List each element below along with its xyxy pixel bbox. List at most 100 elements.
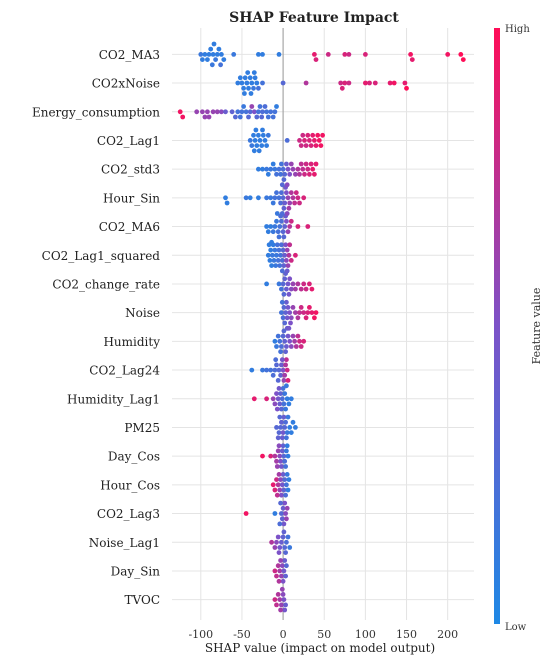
- shap-point: [295, 166, 301, 172]
- shap-point: [280, 443, 286, 449]
- shap-point: [277, 401, 283, 407]
- shap-point: [284, 563, 289, 569]
- shap-point: [281, 597, 287, 602]
- shap-point: [284, 435, 289, 441]
- shap-point: [260, 453, 265, 459]
- feature-label: Hour_Sin: [103, 191, 160, 205]
- shap-point: [272, 453, 278, 459]
- shap-point: [231, 52, 237, 57]
- shap-point: [256, 148, 262, 154]
- shap-point: [245, 70, 251, 75]
- x-axis-label: SHAP value (impact on model output): [205, 641, 435, 655]
- feature-label: CO2_Lag24: [89, 364, 160, 378]
- shap-point: [260, 367, 265, 373]
- shap-point: [279, 563, 285, 569]
- shap-point: [278, 391, 283, 396]
- shap-point: [272, 511, 278, 516]
- shap-point: [264, 195, 269, 201]
- shap-point: [270, 161, 276, 167]
- shap-point: [278, 252, 283, 258]
- shap-point: [281, 305, 287, 310]
- shap-point: [281, 521, 287, 527]
- shap-point: [270, 200, 276, 206]
- shap-point: [310, 132, 316, 138]
- shap-point: [274, 539, 279, 545]
- feature-label: Day_Sin: [111, 564, 161, 578]
- shap-point: [285, 453, 291, 459]
- shap-point: [270, 372, 276, 378]
- feature-label: PM25: [124, 421, 160, 435]
- shap-point: [283, 602, 288, 608]
- shap-point: [282, 320, 288, 326]
- shap-point: [246, 114, 251, 120]
- shap-point: [284, 539, 289, 545]
- shap-point: [260, 166, 265, 172]
- shap-point: [277, 545, 283, 550]
- shap-point: [303, 286, 309, 292]
- shap-point: [274, 344, 279, 349]
- shap-point: [288, 161, 294, 167]
- shap-point: [305, 132, 311, 138]
- shap-point: [283, 242, 288, 248]
- shap-point: [249, 367, 255, 373]
- feature-label: Noise_Lag1: [89, 536, 160, 550]
- shap-point: [270, 396, 276, 402]
- shap-point: [274, 602, 279, 608]
- shap-point: [264, 166, 269, 172]
- shap-point: [303, 143, 309, 149]
- shap-point: [460, 57, 466, 62]
- feature-label: TVOC: [125, 593, 160, 607]
- shap-point: [251, 70, 257, 75]
- shap-point: [313, 57, 319, 62]
- shap-point: [279, 357, 285, 363]
- shap-point: [288, 286, 294, 292]
- shap-point: [279, 464, 284, 469]
- shap-point: [260, 109, 265, 115]
- shap-point: [276, 234, 282, 240]
- feature-label: CO2_Lag1_squared: [42, 249, 161, 263]
- shap-point: [265, 114, 271, 120]
- shap-point: [308, 161, 314, 167]
- shap-point: [288, 258, 294, 263]
- shap-point: [267, 258, 273, 263]
- shap-point: [283, 511, 288, 516]
- shap-point: [284, 268, 290, 274]
- shap-point: [288, 190, 294, 196]
- shap-point: [279, 516, 285, 522]
- shap-point: [284, 430, 290, 435]
- shap-point: [278, 349, 283, 355]
- shap-point: [229, 109, 235, 115]
- shap-point: [280, 166, 286, 172]
- shap-point: [274, 406, 280, 412]
- shap-point: [276, 550, 282, 555]
- shap-point: [320, 132, 325, 138]
- feature-label: CO2_Lag3: [97, 507, 160, 521]
- shap-point: [259, 114, 265, 120]
- shap-point: [295, 333, 301, 339]
- shap-point: [279, 344, 284, 349]
- shap-point: [277, 414, 283, 420]
- x-tick-label: 0: [280, 628, 287, 641]
- shap-point: [287, 224, 293, 229]
- shap-point: [290, 281, 296, 287]
- shap-point: [284, 211, 290, 216]
- shap-point: [284, 161, 289, 167]
- colorbar-high-label: High: [505, 24, 530, 35]
- shap-point: [280, 534, 286, 540]
- shap-point: [270, 482, 276, 488]
- shap-point: [279, 190, 284, 196]
- shap-point: [284, 247, 290, 253]
- shap-point: [284, 383, 289, 389]
- shap-point: [312, 138, 317, 143]
- shap-point: [283, 310, 288, 315]
- shap-point: [346, 52, 352, 57]
- shap-point: [274, 218, 279, 224]
- shap-point: [278, 477, 283, 482]
- shap-point: [283, 464, 288, 469]
- shap-point: [274, 104, 279, 109]
- shap-point: [305, 224, 311, 229]
- shap-point: [260, 80, 265, 86]
- shap-point: [279, 435, 285, 441]
- shap-point: [292, 338, 297, 344]
- shap-point: [287, 276, 293, 282]
